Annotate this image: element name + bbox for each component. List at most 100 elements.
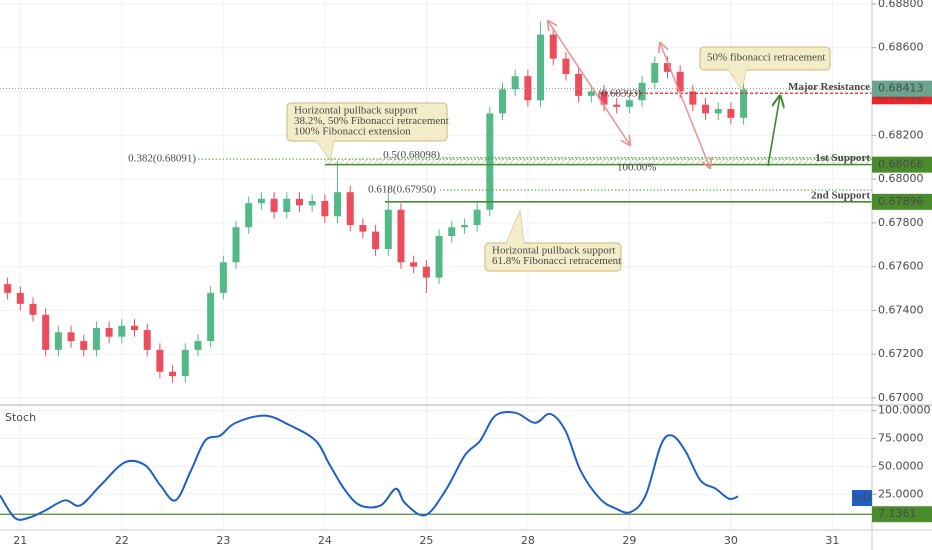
x-tick-label: 31: [825, 534, 839, 547]
note-text: 50% fibonacci retracement: [707, 52, 826, 64]
candle-body: [16, 292, 24, 304]
x-tick-label: 23: [216, 534, 230, 547]
plot: 0.382(0.68091) 0.5(0.68098) 0.618(0.67950)…: [0, 21, 872, 383]
note-text: 100% Fibonacci extension: [294, 126, 411, 138]
x-tick-label: 30: [724, 534, 738, 547]
x-tick-label: 21: [13, 534, 27, 547]
candle-body: [435, 235, 443, 278]
candle-body: [740, 89, 748, 118]
legend-label: %D: [853, 491, 872, 504]
candle-body: [283, 198, 291, 212]
candle-body: [54, 332, 62, 350]
candle-body: [194, 341, 202, 350]
candle-body: [42, 314, 50, 350]
y-tick-label: 0.68000: [878, 172, 924, 185]
level-name: Major Resistance: [788, 81, 870, 93]
candle-body: [384, 209, 392, 250]
legend-badge-bg: [852, 490, 872, 506]
candle-body: [105, 327, 113, 337]
candle-body: [295, 198, 303, 206]
note-text: Horizontal pullback support: [294, 105, 417, 117]
candle-body: [143, 330, 151, 350]
candle-body: [714, 109, 722, 114]
y-tick-label: 0.67800: [878, 216, 924, 229]
candle-body: [359, 225, 367, 232]
level-badge: 7.1361: [878, 507, 917, 520]
candle-body: [638, 82, 646, 101]
y-tick-label: 25.0000: [878, 487, 924, 500]
candle-body: [80, 341, 88, 350]
level-name: 1st Support: [815, 152, 870, 164]
y-tick-label: 0.68200: [878, 128, 924, 141]
candle-body: [448, 227, 456, 236]
y-tick-label: 100.0000: [878, 404, 931, 417]
y-tick-label: 0.67600: [878, 260, 924, 273]
note-text: Horizontal pullback support: [492, 245, 615, 257]
level-name: 2nd Support: [811, 189, 870, 201]
candle-body: [498, 89, 506, 114]
fib-label: 0.382(0.68091): [128, 153, 196, 165]
y-tick-label: 0.68800: [878, 0, 924, 10]
note-pointer-cover: [506, 211, 524, 244]
pattern-arrow: [548, 21, 630, 145]
x-tick-label: 29: [622, 534, 636, 547]
candle-body: [562, 58, 570, 74]
fib-label: 0.5(0.68098): [383, 149, 440, 161]
candle-body: [92, 327, 100, 350]
level-badge-bg: [872, 193, 932, 210]
candle-body: [422, 266, 430, 278]
support-zone: [325, 157, 872, 165]
candle-body: [245, 203, 253, 228]
y-tick-label: 50.0000: [878, 459, 924, 472]
candle-body: [397, 209, 405, 263]
bounce-arrow: [767, 96, 780, 167]
candle-body: [131, 325, 139, 331]
candle-body: [511, 76, 519, 90]
candle-body: [334, 192, 342, 217]
note-text: 38.2%, 50% Fibonacci retracement: [294, 115, 449, 127]
candle-body: [67, 332, 75, 342]
level-badge: 0.67896: [878, 195, 924, 208]
candle-body: [232, 227, 240, 263]
candle-body: [207, 292, 215, 342]
candle-body: [308, 200, 316, 206]
candle-body: [727, 109, 735, 118]
fib-label: 0.618(0.67950): [368, 184, 436, 196]
x-tick-label: 25: [419, 534, 433, 547]
candle-body: [181, 349, 189, 377]
x-tick-label: 22: [115, 534, 129, 547]
candle-body: [219, 262, 227, 293]
candle-body: [270, 198, 278, 212]
candle-body: [587, 91, 595, 96]
candle-body: [346, 192, 354, 226]
indicator-title: Stoch: [5, 411, 36, 424]
level-badge: 0.68066: [878, 158, 924, 171]
candle-body: [410, 262, 418, 267]
candle-body: [549, 34, 557, 59]
candle-body: [156, 349, 164, 372]
stoch-line: [0, 410, 739, 521]
candle-body: [613, 104, 621, 107]
candle-body: [486, 113, 494, 210]
candle-body: [625, 100, 633, 107]
level-badge-bg: [872, 506, 932, 523]
note-box: [286, 102, 448, 142]
candle-body: [372, 231, 380, 250]
candle-body: [702, 104, 710, 114]
note-text: 61.8% Fibonacci retracement: [492, 255, 621, 267]
candle-body: [321, 200, 329, 217]
y-tick-label: 0.67400: [878, 303, 924, 316]
candle-body: [651, 63, 659, 83]
candle-body: [4, 284, 12, 293]
last-price-badge: 0.68413: [878, 82, 924, 95]
chart-label: (0.68393): [598, 88, 641, 100]
y-tick-label: 0.67200: [878, 347, 924, 360]
y-tick-label: 0.68600: [878, 41, 924, 54]
candle-body: [537, 34, 545, 101]
candle-body: [575, 73, 583, 96]
candle-body: [29, 303, 37, 315]
y-tick-label: 75.0000: [878, 431, 924, 444]
candle-body: [169, 371, 177, 377]
